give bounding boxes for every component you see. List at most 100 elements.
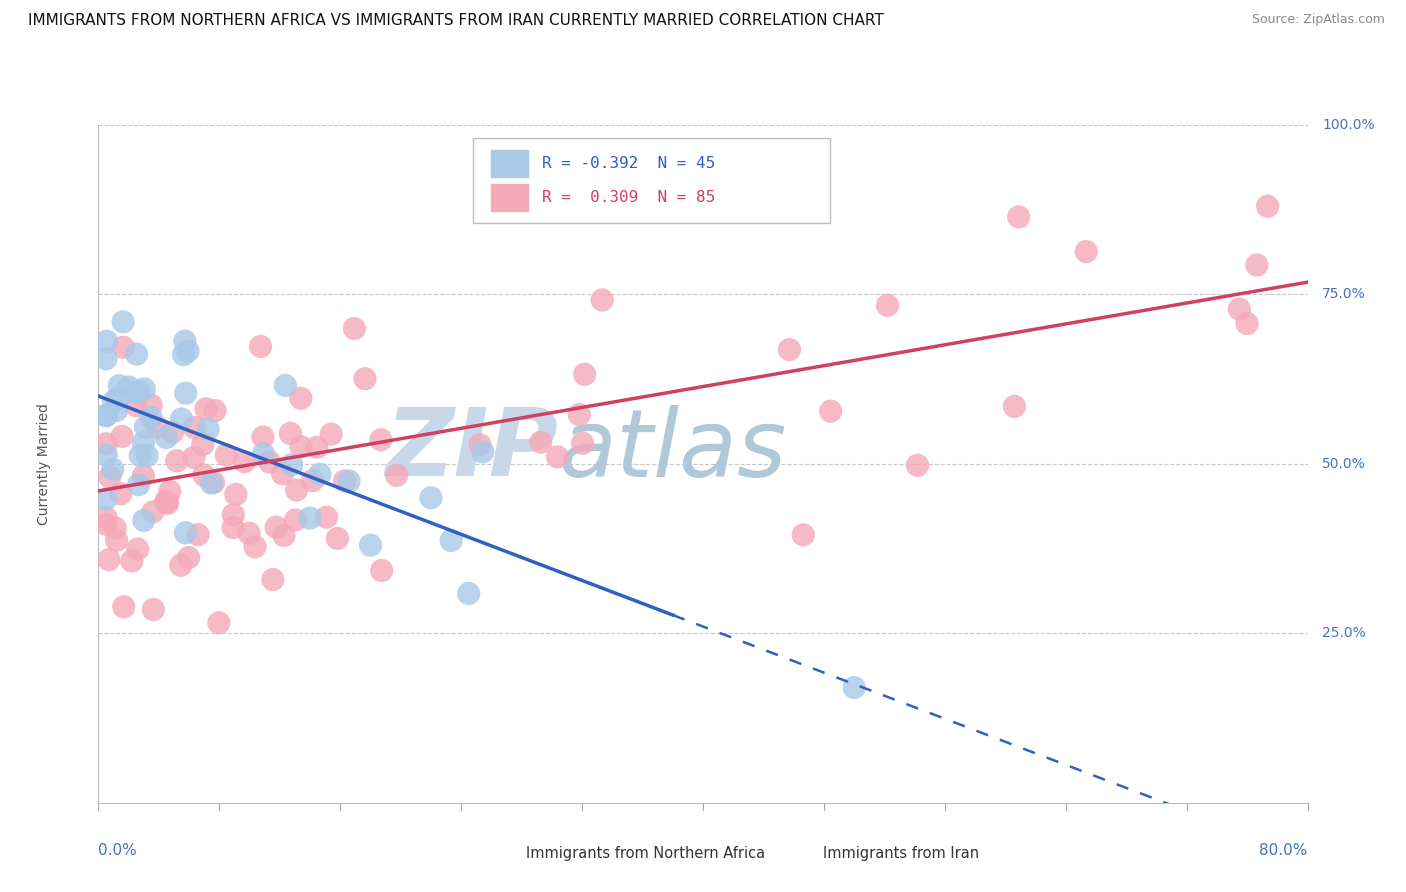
- Point: [315, 510, 337, 524]
- Point: [1236, 317, 1258, 331]
- Point: [127, 542, 149, 557]
- FancyBboxPatch shape: [474, 138, 830, 223]
- Point: [156, 495, 179, 509]
- Point: [136, 449, 159, 463]
- Point: [468, 438, 491, 452]
- Point: [273, 528, 295, 542]
- Point: [530, 435, 553, 450]
- Point: [571, 436, 593, 450]
- Point: [222, 520, 245, 534]
- Point: [125, 399, 148, 413]
- Point: [271, 467, 294, 481]
- Point: [471, 445, 494, 459]
- Point: [307, 440, 329, 454]
- Point: [162, 425, 184, 440]
- Point: [197, 422, 219, 436]
- Point: [1002, 400, 1025, 414]
- Point: [177, 550, 200, 565]
- Point: [333, 474, 356, 488]
- Text: atlas: atlas: [558, 405, 786, 496]
- Point: [233, 455, 256, 469]
- Point: [252, 447, 274, 461]
- Point: [125, 347, 148, 361]
- Point: [98, 470, 121, 484]
- Point: [187, 527, 209, 541]
- Point: [142, 505, 165, 519]
- Point: [134, 382, 156, 396]
- Point: [128, 477, 150, 491]
- Point: [284, 513, 307, 527]
- Point: [132, 513, 155, 527]
- Point: [1007, 210, 1029, 224]
- Point: [129, 449, 152, 463]
- Point: [134, 420, 156, 434]
- Point: [1246, 258, 1268, 272]
- Bar: [492, 184, 527, 211]
- Point: [225, 487, 247, 501]
- Point: [132, 435, 155, 450]
- Point: [259, 455, 281, 469]
- Point: [1076, 244, 1098, 259]
- Text: 0.0%: 0.0%: [98, 844, 138, 858]
- Point: [191, 437, 214, 451]
- Point: [360, 538, 382, 552]
- Point: [844, 681, 866, 695]
- Point: [128, 384, 150, 399]
- Point: [876, 298, 898, 312]
- Point: [170, 412, 193, 426]
- Point: [139, 410, 162, 425]
- Point: [112, 599, 135, 614]
- Point: [107, 392, 129, 406]
- Bar: [782, 847, 808, 861]
- Point: [264, 520, 287, 534]
- Point: [94, 510, 117, 524]
- Point: [591, 293, 613, 307]
- Point: [155, 494, 177, 508]
- Point: [174, 386, 197, 401]
- Point: [568, 408, 591, 422]
- Point: [354, 372, 377, 386]
- Point: [132, 468, 155, 483]
- Point: [94, 437, 117, 451]
- Point: [96, 334, 118, 349]
- Point: [457, 586, 479, 600]
- Point: [94, 517, 117, 532]
- Point: [193, 468, 215, 483]
- Text: ZIP: ZIP: [385, 404, 558, 496]
- Point: [249, 339, 271, 353]
- Text: 50.0%: 50.0%: [1322, 457, 1365, 471]
- Point: [274, 378, 297, 392]
- Point: [370, 564, 392, 578]
- Point: [208, 615, 231, 630]
- Point: [103, 394, 125, 409]
- Text: 25.0%: 25.0%: [1322, 626, 1365, 640]
- Text: Immigrants from Northern Africa: Immigrants from Northern Africa: [526, 847, 766, 861]
- Point: [156, 496, 179, 510]
- Point: [243, 540, 266, 554]
- Point: [97, 552, 120, 566]
- Point: [326, 532, 349, 546]
- Point: [215, 448, 238, 462]
- Point: [111, 429, 134, 443]
- Point: [166, 454, 188, 468]
- Bar: [485, 847, 512, 861]
- Point: [1227, 302, 1250, 317]
- Point: [94, 409, 117, 423]
- Text: IMMIGRANTS FROM NORTHERN AFRICA VS IMMIGRANTS FROM IRAN CURRENTLY MARRIED CORREL: IMMIGRANTS FROM NORTHERN AFRICA VS IMMIG…: [28, 13, 884, 29]
- Point: [299, 511, 322, 525]
- Point: [110, 487, 132, 501]
- Text: Immigrants from Iran: Immigrants from Iran: [823, 847, 979, 861]
- Point: [440, 533, 463, 548]
- Point: [173, 348, 195, 362]
- Point: [419, 491, 441, 505]
- Point: [105, 403, 128, 417]
- Point: [159, 484, 181, 499]
- Point: [112, 315, 135, 329]
- Point: [105, 533, 128, 548]
- Point: [173, 334, 195, 348]
- Point: [118, 380, 141, 394]
- Point: [222, 508, 245, 522]
- Bar: [492, 150, 527, 178]
- Point: [94, 351, 117, 366]
- Text: Currently Married: Currently Married: [37, 403, 51, 524]
